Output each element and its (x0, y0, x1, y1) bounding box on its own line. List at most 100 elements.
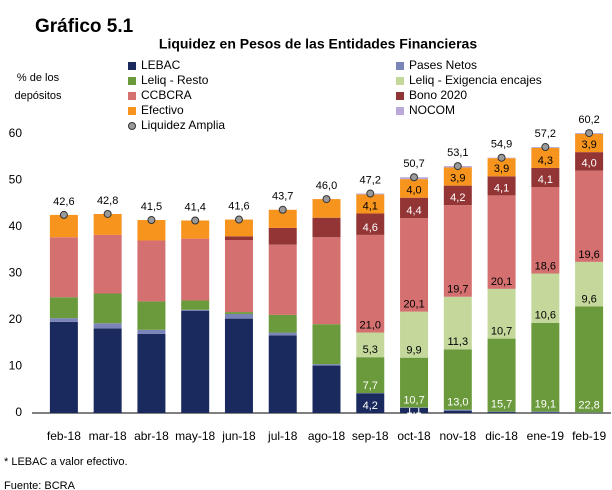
bar-segment (137, 333, 166, 413)
chart-title: Gráfico 5.1 (35, 16, 134, 37)
bar-segment (49, 321, 78, 413)
bar-segment (137, 329, 166, 334)
legend-label: NOCOM (409, 103, 455, 117)
value-label: 11,3 (448, 336, 469, 348)
bar-segment (312, 237, 341, 325)
value-label: 5,3 (363, 344, 378, 356)
bar-segment (531, 167, 560, 188)
bar-segment (268, 335, 297, 413)
value-label: 10,7 (491, 326, 512, 338)
bar-segment (181, 238, 210, 301)
bar-segment (224, 219, 253, 237)
y-axis-label: % de los (17, 72, 60, 84)
y-tick-label: 40 (9, 219, 23, 233)
legend-swatch (396, 77, 404, 85)
total-dot (147, 216, 156, 225)
value-label: 60,2 (578, 114, 599, 126)
value-label: 4,0 (581, 158, 596, 170)
value-label: 57,2 (535, 128, 556, 140)
value-label: 15,7 (491, 399, 512, 411)
bar-segment (93, 213, 122, 235)
legend-swatch (396, 107, 404, 115)
value-label: 20,1 (403, 299, 424, 311)
x-tick-label: oct-18 (397, 429, 431, 443)
x-tick-label: may-18 (175, 429, 215, 443)
bar-segment (356, 332, 385, 358)
x-tick-label: sep-18 (352, 429, 389, 443)
value-label: 4,3 (538, 155, 553, 167)
legend-label: Efectivo (141, 103, 184, 117)
bar-segment (443, 185, 472, 206)
bar-segment (93, 293, 122, 324)
bar-segment (268, 227, 297, 245)
bar-segment (181, 300, 210, 310)
bar-segment (224, 312, 253, 314)
total-dot (322, 195, 331, 204)
bar-segment (93, 328, 122, 413)
bar-segment (487, 195, 516, 289)
bar-segment (137, 240, 166, 302)
value-label: 43,7 (272, 191, 293, 203)
bar-segment (93, 234, 122, 294)
bar-segment (137, 220, 166, 241)
value-label: 18,6 (535, 260, 556, 272)
bar-segment (443, 409, 472, 411)
bar-segment (49, 237, 78, 298)
bar-segment (443, 296, 472, 350)
y-tick-label: 50 (9, 173, 23, 187)
bar-segment (224, 236, 253, 241)
value-label: 22,8 (578, 399, 599, 411)
footnote: * LEBAC a valor efectivo. (4, 456, 128, 468)
bar-segment (224, 313, 253, 319)
x-tick-label: jun-18 (221, 429, 256, 443)
value-label: 7,7 (363, 380, 378, 392)
value-label: 41,4 (184, 201, 205, 213)
value-label: 21,0 (360, 319, 381, 331)
total-dot (410, 173, 419, 182)
y-tick-label: 0 (15, 405, 22, 419)
bar-segment (531, 273, 560, 323)
bar-segment (443, 410, 472, 413)
value-label: 42,6 (53, 196, 74, 208)
bar-segment (268, 314, 297, 333)
bar-segment (531, 322, 560, 412)
legend-swatch (128, 122, 136, 130)
x-tick-label: jul-18 (267, 429, 298, 443)
bar-segment (49, 214, 78, 238)
total-dot (585, 129, 594, 138)
value-label: 41,6 (228, 200, 249, 212)
bar-segment (181, 309, 210, 311)
value-label: 10,6 (535, 310, 556, 322)
value-label: 42,8 (97, 195, 118, 207)
y-tick-label: 60 (9, 126, 23, 140)
bar-segment (400, 357, 429, 408)
legend-swatch (128, 77, 136, 85)
value-label: 10,7 (403, 394, 424, 406)
value-label: 4,1 (363, 200, 378, 212)
bar-segment (49, 318, 78, 322)
total-dot (191, 216, 200, 225)
x-tick-label: ene-19 (527, 429, 565, 443)
bar-segment (400, 179, 429, 198)
bar-segment (312, 364, 341, 366)
legend-label: Pases Netos (409, 58, 477, 72)
legend-label: Liquidez Amplia (141, 118, 225, 132)
value-label: 46,0 (316, 180, 337, 192)
bar-segment (312, 217, 341, 238)
bar-segment (268, 332, 297, 336)
bar-segment (312, 365, 341, 413)
legend-swatch (396, 62, 404, 70)
value-label: 47,2 (360, 174, 381, 186)
value-label: 9,9 (406, 345, 421, 357)
bar-segment (356, 234, 385, 333)
bar-segment (443, 349, 472, 410)
bar-segment (181, 310, 210, 413)
legend-swatch (128, 107, 136, 115)
legend-label: CCBCRA (141, 88, 192, 102)
legend-label: Leliq - Exigencia encajes (409, 73, 542, 87)
value-label: 4,1 (538, 174, 553, 186)
value-label: 41,5 (141, 201, 162, 213)
bar-segment (487, 338, 516, 412)
value-label: 4,2 (450, 192, 465, 204)
value-label: 20,1 (491, 276, 512, 288)
